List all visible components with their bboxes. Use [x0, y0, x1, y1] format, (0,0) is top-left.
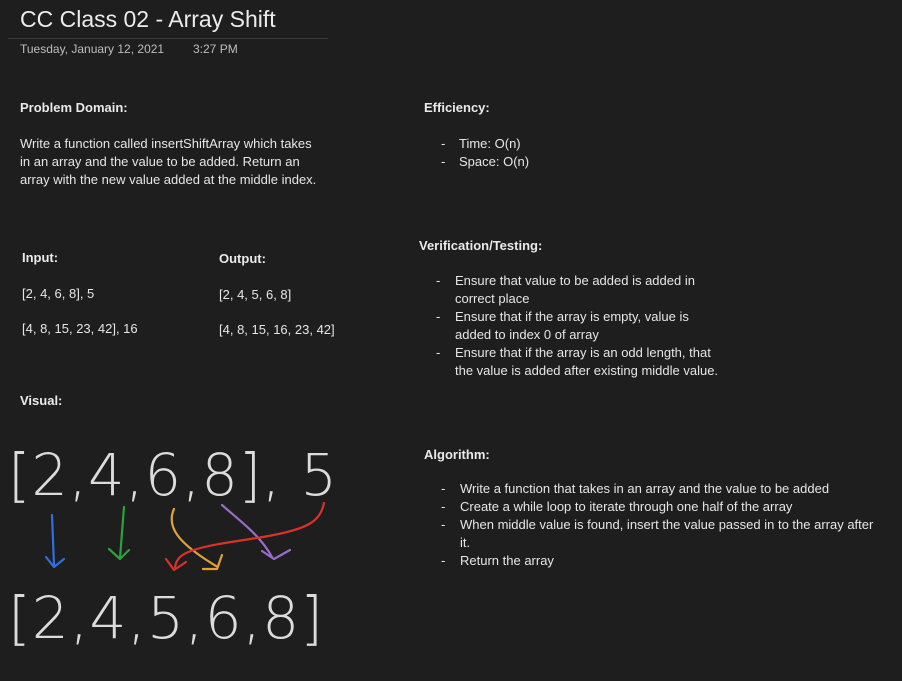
arrow-red [164, 501, 326, 572]
efficiency-item: Space: O(n) [441, 153, 529, 171]
efficiency-heading: Efficiency: [424, 100, 490, 115]
title-divider [8, 38, 328, 39]
algorithm-item: Create a while loop to iterate through o… [441, 498, 881, 516]
visual-heading: Visual: [20, 393, 63, 408]
page-date: Tuesday, January 12, 2021 [20, 42, 165, 56]
handwritten-sketch: [2,4,6,8], 5 [2,4,5,6,8] [8, 441, 338, 652]
algorithm-item: Return the array [441, 552, 881, 570]
verification-list: Ensure that value to be added is added i… [436, 272, 726, 380]
problem-domain-heading: Problem Domain: [20, 100, 128, 115]
output-value: [4, 8, 15, 16, 23, 42] [219, 322, 335, 337]
verification-heading: Verification/Testing: [419, 238, 543, 253]
algorithm-item: When middle value is found, insert the v… [441, 516, 881, 552]
arrow-orange [170, 507, 224, 571]
algorithm-item: Write a function that takes in an array … [441, 480, 881, 498]
sketch-input-line: [2,4,6,8], 5 [8, 441, 338, 509]
problem-domain-text: Write a function called insertShiftArray… [20, 136, 317, 187]
efficiency-list: Time: O(n) Space: O(n) [441, 135, 529, 171]
arrow-purple [220, 503, 292, 561]
verification-item: Ensure that if the array is empty, value… [436, 308, 726, 344]
arrow-green [107, 505, 131, 561]
sketch-output-line: [2,4,5,6,8] [8, 584, 324, 652]
output-heading: Output: [219, 251, 266, 266]
algorithm-heading: Algorithm: [424, 447, 490, 462]
arrow-blue [44, 513, 66, 569]
efficiency-item: Time: O(n) [441, 135, 529, 153]
verification-item: Ensure that if the array is an odd lengt… [436, 344, 726, 380]
input-value: [2, 4, 6, 8], 5 [22, 286, 95, 301]
input-heading: Input: [22, 250, 59, 265]
output-value: [2, 4, 5, 6, 8] [219, 287, 292, 302]
page-time: 3:27 PM [193, 42, 238, 56]
page-title[interactable]: CC Class 02 - Array Shift [20, 6, 276, 32]
algorithm-list: Write a function that takes in an array … [441, 480, 881, 570]
verification-item: Ensure that value to be added is added i… [436, 272, 726, 308]
input-value: [4, 8, 15, 23, 42], 16 [22, 321, 138, 336]
